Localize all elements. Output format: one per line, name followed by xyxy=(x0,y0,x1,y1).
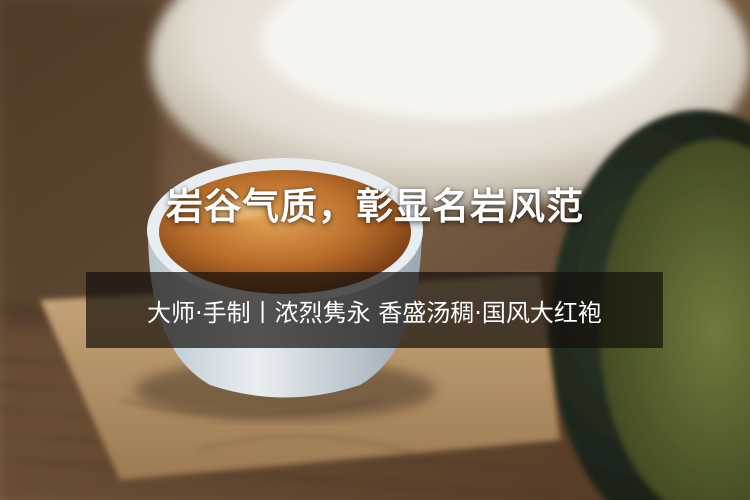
caption-text: 大师·手制丨浓烈隽永 香盛汤稠·国风大红袍 xyxy=(147,298,602,327)
caption-bar: 大师·手制丨浓烈隽永 香盛汤稠·国风大红袍 xyxy=(86,272,663,348)
headline: 岩谷气质，彰显名岩风范 xyxy=(166,185,584,228)
